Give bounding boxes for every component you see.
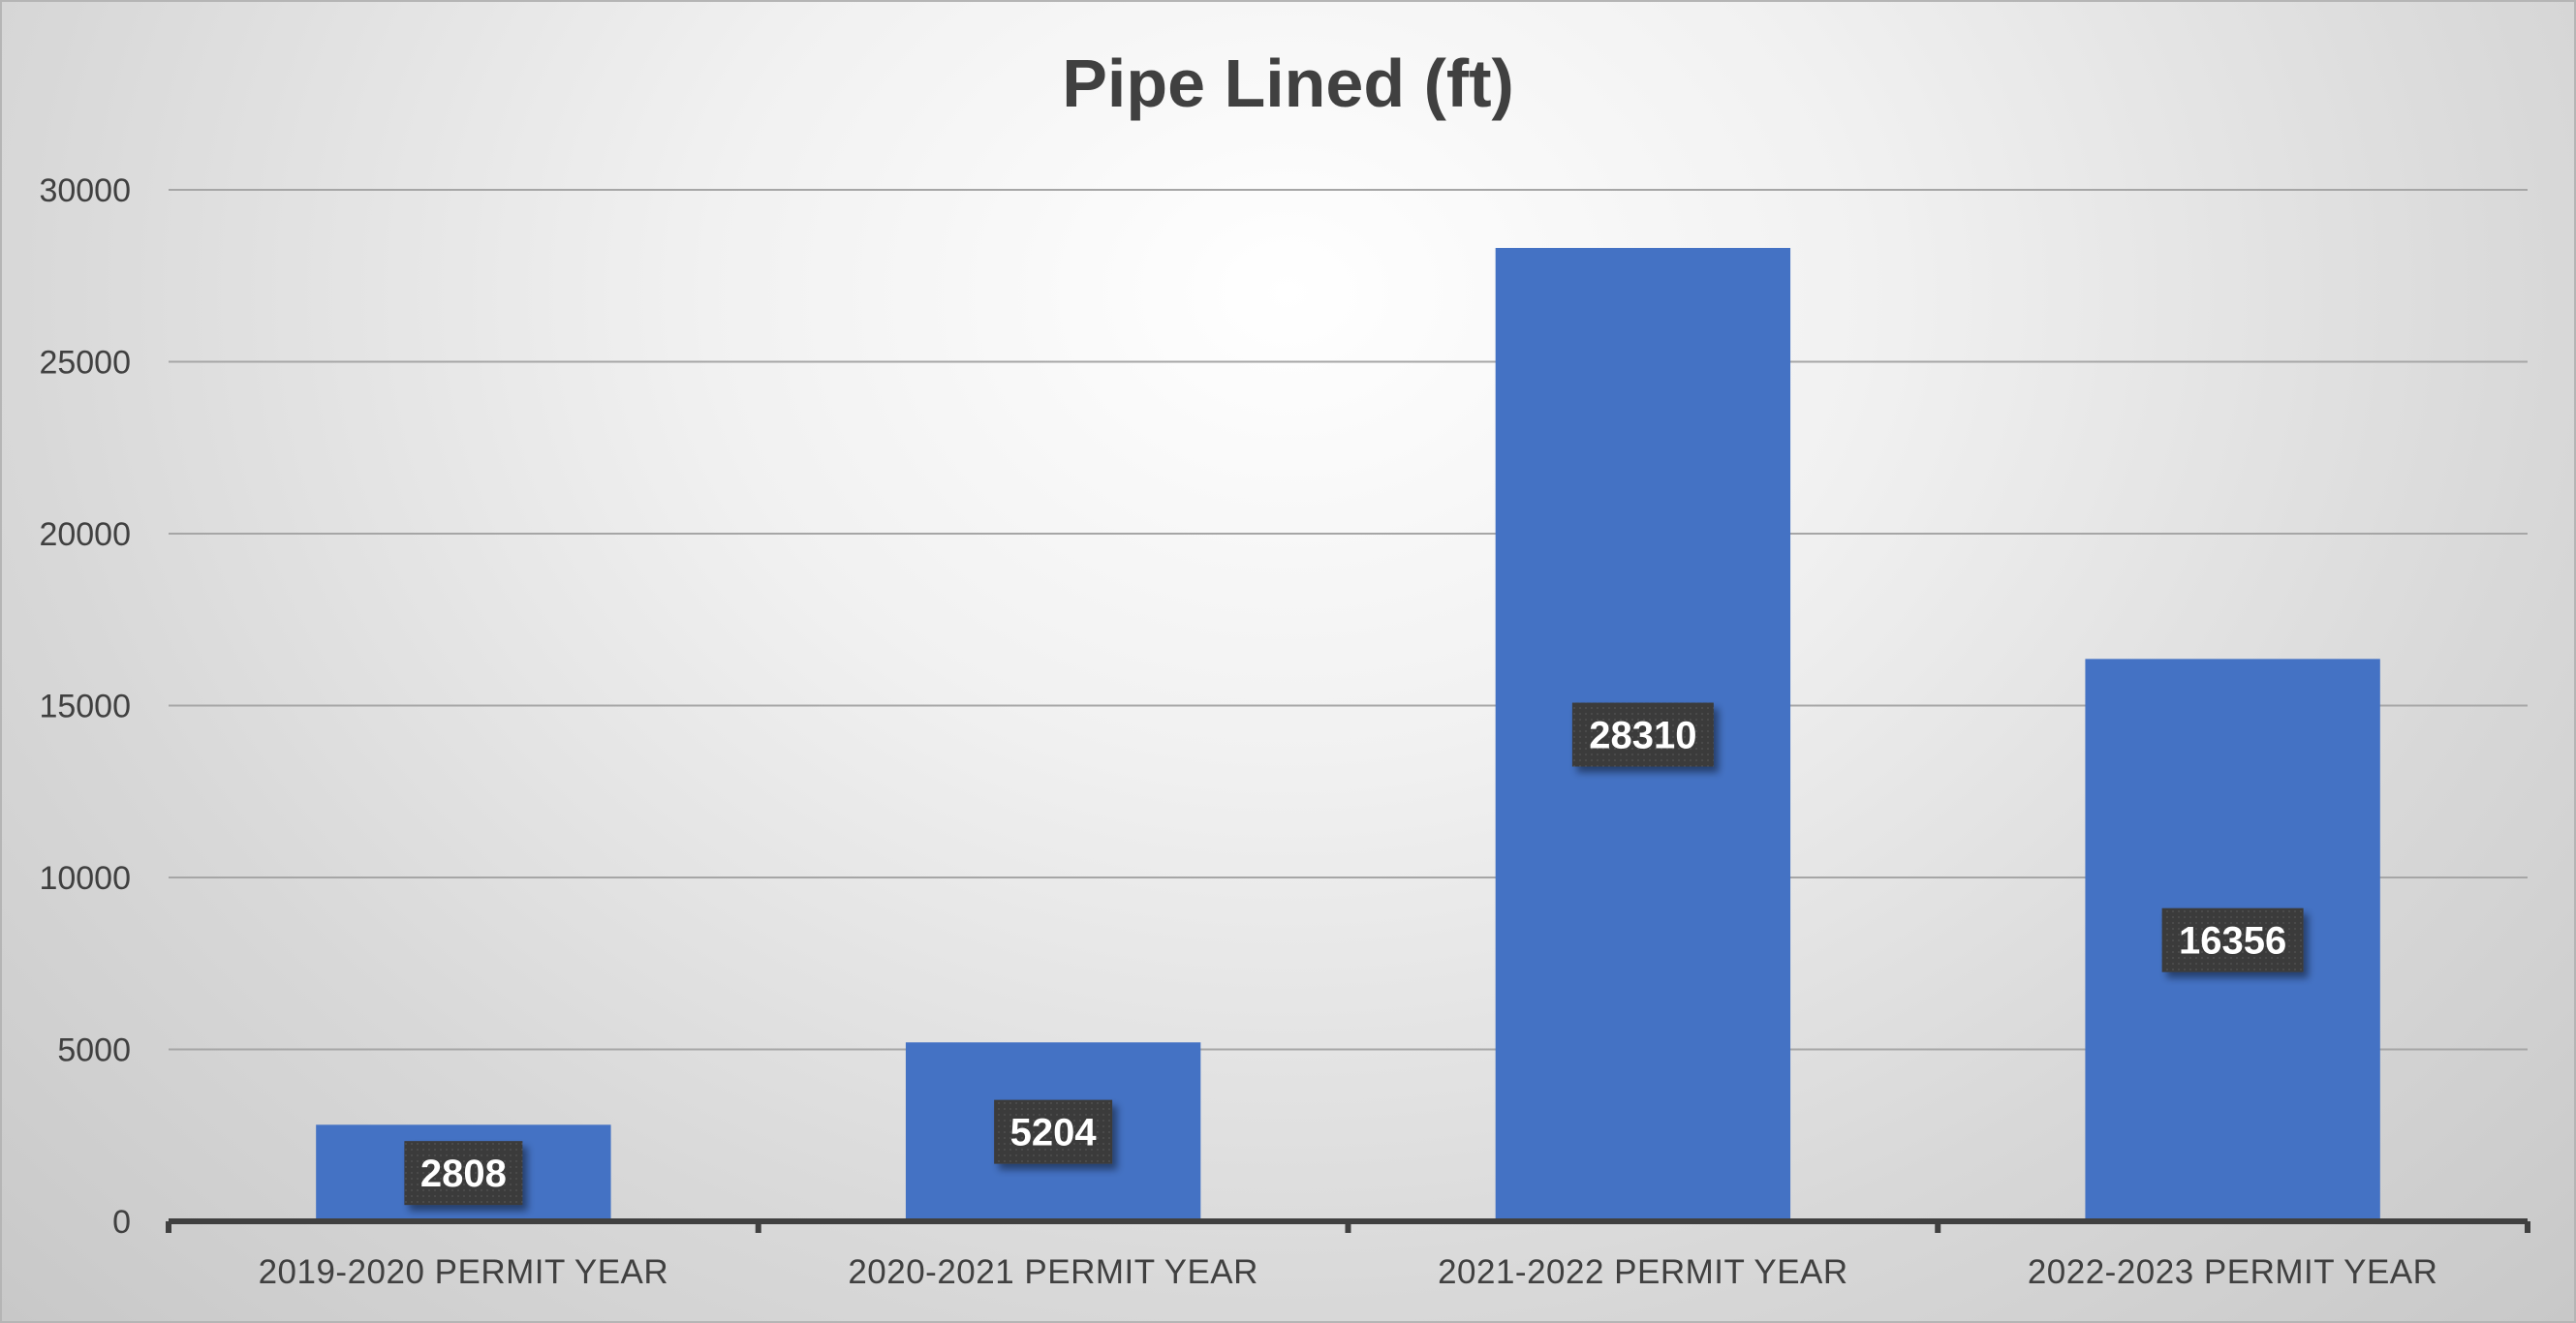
data-label: 2808	[404, 1141, 523, 1206]
y-tick-label: 15000	[39, 689, 131, 725]
data-label-box	[994, 1099, 1113, 1164]
y-axis-tick-labels: 0 5000 10000 15000 20000 25000 30000	[39, 172, 131, 1241]
data-label-box	[404, 1141, 523, 1206]
data-label: 16356	[2161, 908, 2304, 972]
x-category-label: 2019-2020 PERMIT YEAR	[259, 1253, 669, 1291]
x-category-label: 2020-2021 PERMIT YEAR	[848, 1253, 1258, 1291]
chart-title: Pipe Lined (ft)	[1062, 46, 1514, 121]
x-axis-category-labels: 2019-2020 PERMIT YEAR 2020-2021 PERMIT YE…	[259, 1253, 2438, 1291]
data-label-text: 16356	[2179, 920, 2286, 963]
data-label-box	[1571, 702, 1714, 767]
data-label-text: 28310	[1589, 714, 1696, 756]
bars	[316, 247, 2380, 1221]
x-category-label: 2022-2023 PERMIT YEAR	[2028, 1253, 2438, 1291]
x-axis	[166, 1218, 2530, 1233]
x-category-label: 2021-2022 PERMIT YEAR	[1438, 1253, 1848, 1291]
gridlines	[169, 189, 2528, 1051]
y-tick-label: 0	[112, 1204, 131, 1241]
data-label-text: 5204	[1010, 1112, 1098, 1154]
data-label: 5204	[994, 1099, 1113, 1164]
data-label-box	[2161, 908, 2304, 972]
y-tick-label: 5000	[57, 1032, 131, 1069]
data-label: 28310	[1571, 702, 1714, 767]
y-tick-label: 20000	[39, 516, 131, 553]
y-tick-label: 30000	[39, 172, 131, 209]
y-tick-label: 10000	[39, 860, 131, 897]
y-tick-label: 25000	[39, 345, 131, 382]
data-label-text: 2808	[420, 1153, 507, 1195]
data-labels: 2808 5204 28310 16356	[404, 702, 2304, 1206]
